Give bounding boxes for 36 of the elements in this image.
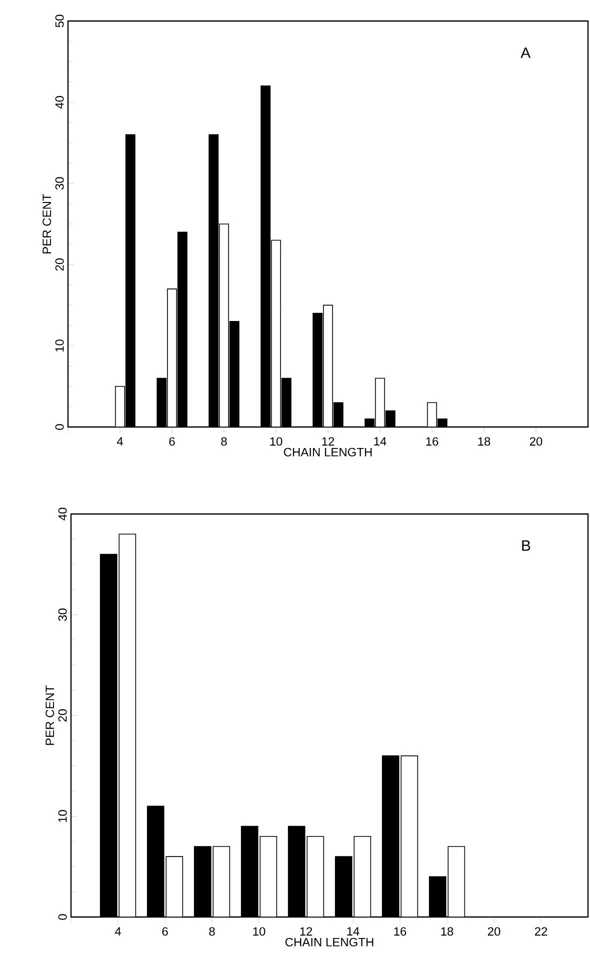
x-tick-label: 12: [322, 437, 334, 446]
x-tick-label: 22: [534, 927, 548, 936]
x-tick-label: 14: [347, 927, 360, 936]
x-tick-label: 4: [116, 437, 123, 446]
x-tick-label: 8: [209, 927, 215, 936]
y-tick-label: 40: [55, 96, 64, 109]
y-tick-label: 50: [55, 14, 64, 28]
x-tick-label: 4: [114, 927, 121, 936]
x-tick-label: 16: [426, 437, 438, 446]
text: B: [522, 540, 530, 551]
x-tick-label: 20: [488, 927, 500, 936]
x-axis-title: CHAIN LENGTH: [284, 448, 372, 456]
x-tick-label: 16: [394, 927, 406, 936]
y-axis-title: PER CENT: [46, 685, 54, 745]
x-tick-label: 14: [374, 437, 386, 446]
y-tick-label: 10: [58, 810, 67, 822]
x-tick-label: 10: [270, 437, 282, 446]
x-tick-label: 10: [253, 927, 266, 936]
y-tick-label: 0: [55, 424, 64, 430]
x-tick-label: 12: [300, 927, 312, 936]
x-tick-label: 8: [221, 437, 227, 446]
y-tick-label: 10: [55, 340, 64, 352]
x-tick-label: 6: [162, 927, 168, 936]
y-tick-label: 0: [58, 914, 67, 920]
y-tick-label: 30: [55, 177, 64, 190]
y-tick-label: 40: [58, 508, 67, 520]
x-axis-title: CHAIN LENGTH: [285, 938, 374, 946]
y-tick-label: 30: [58, 608, 67, 621]
y-tick-label: 20: [58, 709, 67, 722]
x-tick-label: 18: [478, 437, 490, 446]
x-tick-label: 20: [530, 437, 542, 446]
x-tick-label: 18: [441, 927, 454, 936]
text: A: [520, 48, 531, 58]
x-tick-label: 6: [169, 437, 175, 446]
y-axis-title: PER CENT: [42, 194, 52, 254]
y-tick-label: 20: [55, 258, 64, 271]
